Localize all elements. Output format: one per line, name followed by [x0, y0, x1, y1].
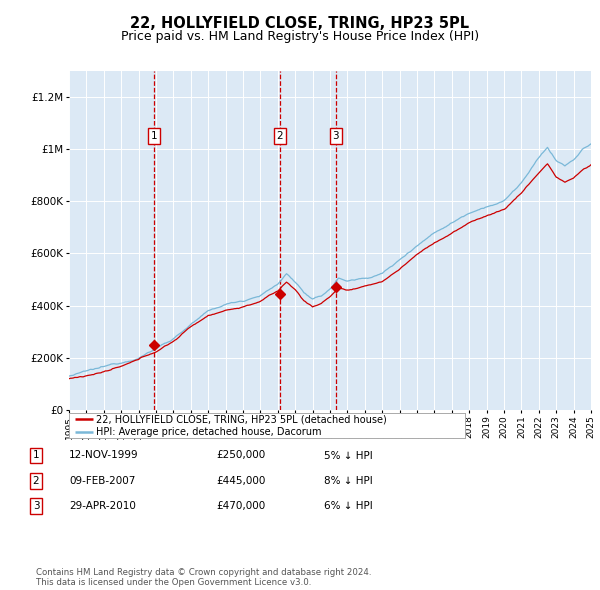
Text: 5% ↓ HPI: 5% ↓ HPI	[324, 451, 373, 460]
Text: 1: 1	[32, 451, 40, 460]
Text: Price paid vs. HM Land Registry's House Price Index (HPI): Price paid vs. HM Land Registry's House …	[121, 30, 479, 43]
Text: £470,000: £470,000	[216, 502, 265, 511]
Text: 3: 3	[332, 131, 339, 141]
Text: £250,000: £250,000	[216, 451, 265, 460]
Text: 29-APR-2010: 29-APR-2010	[69, 502, 136, 511]
Text: 2: 2	[277, 131, 283, 141]
Text: 12-NOV-1999: 12-NOV-1999	[69, 451, 139, 460]
Text: 8% ↓ HPI: 8% ↓ HPI	[324, 476, 373, 486]
Text: Contains HM Land Registry data © Crown copyright and database right 2024.
This d: Contains HM Land Registry data © Crown c…	[36, 568, 371, 587]
Text: £445,000: £445,000	[216, 476, 265, 486]
Text: 3: 3	[32, 502, 40, 511]
Text: 6% ↓ HPI: 6% ↓ HPI	[324, 502, 373, 511]
Text: HPI: Average price, detached house, Dacorum: HPI: Average price, detached house, Daco…	[96, 427, 322, 437]
Text: 09-FEB-2007: 09-FEB-2007	[69, 476, 136, 486]
Text: 2: 2	[32, 476, 40, 486]
Text: 22, HOLLYFIELD CLOSE, TRING, HP23 5PL (detached house): 22, HOLLYFIELD CLOSE, TRING, HP23 5PL (d…	[96, 414, 386, 424]
Text: 22, HOLLYFIELD CLOSE, TRING, HP23 5PL: 22, HOLLYFIELD CLOSE, TRING, HP23 5PL	[130, 16, 470, 31]
Text: 1: 1	[151, 131, 157, 141]
